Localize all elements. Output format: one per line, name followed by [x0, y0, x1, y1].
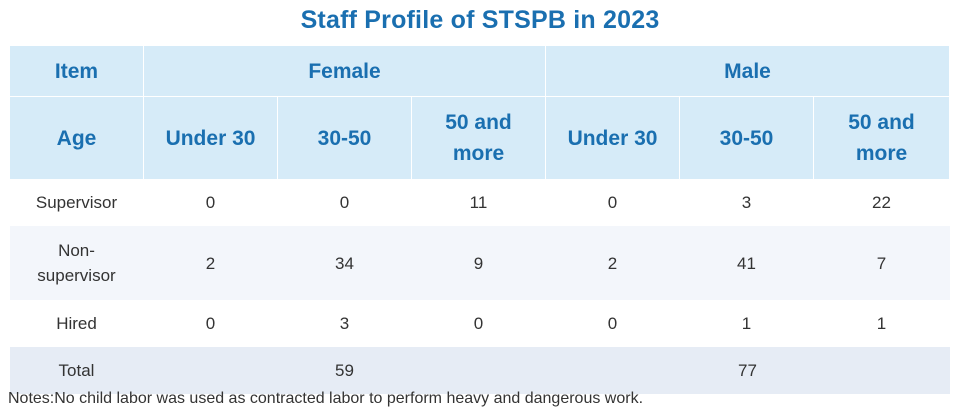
row-label: Hired — [9, 300, 144, 347]
total-label: Total — [9, 347, 144, 394]
staff-profile-table: Item Female Male Age Under 30 30-50 50 a… — [9, 46, 950, 394]
table-cell: 0 — [545, 300, 680, 347]
header-row-ages: Age Under 30 30-50 50 and more Under 30 … — [9, 96, 950, 179]
header-male-50-and-more: 50 and more — [813, 96, 950, 179]
table-cell: 2 — [143, 226, 278, 300]
table-cell: 34 — [277, 226, 412, 300]
row-label: Supervisor — [9, 179, 144, 226]
header-male-under-30: Under 30 — [545, 96, 680, 179]
header-female-50-and-more: 50 and more — [411, 96, 546, 179]
footnote: Notes:No child labor was used as contrac… — [8, 390, 644, 407]
table-cell: 0 — [545, 179, 680, 226]
table-cell: 0 — [411, 300, 546, 347]
table-row: Hired 0 3 0 0 1 1 — [9, 300, 950, 347]
table-cell: 11 — [411, 179, 546, 226]
table-cell: 9 — [411, 226, 546, 300]
table-row: Non-supervisor 2 34 9 2 41 7 — [9, 226, 950, 300]
table-cell: 0 — [277, 179, 412, 226]
header-age: Age — [9, 96, 144, 179]
table-row: Supervisor 0 0 11 0 3 22 — [9, 179, 950, 226]
header-female: Female — [143, 46, 546, 97]
header-male-30-50: 30-50 — [679, 96, 814, 179]
total-male: 77 — [545, 347, 950, 394]
table-cell: 3 — [277, 300, 412, 347]
header-female-under-30: Under 30 — [143, 96, 278, 179]
table-cell: 0 — [143, 300, 278, 347]
table-cell: 41 — [679, 226, 814, 300]
total-female: 59 — [143, 347, 546, 394]
table-cell: 22 — [813, 179, 950, 226]
header-row-groups: Item Female Male — [9, 46, 950, 97]
header-item: Item — [9, 46, 144, 97]
header-male: Male — [545, 46, 950, 97]
row-label: Non-supervisor — [9, 226, 144, 300]
total-row: Total 59 77 — [9, 347, 950, 394]
table-title: Staff Profile of STSPB in 2023 — [300, 6, 660, 34]
table-cell: 7 — [813, 226, 950, 300]
table-cell: 0 — [143, 179, 278, 226]
table-cell: 1 — [679, 300, 814, 347]
table-cell: 2 — [545, 226, 680, 300]
header-female-30-50: 30-50 — [277, 96, 412, 179]
table-cell: 3 — [679, 179, 814, 226]
table-cell: 1 — [813, 300, 950, 347]
